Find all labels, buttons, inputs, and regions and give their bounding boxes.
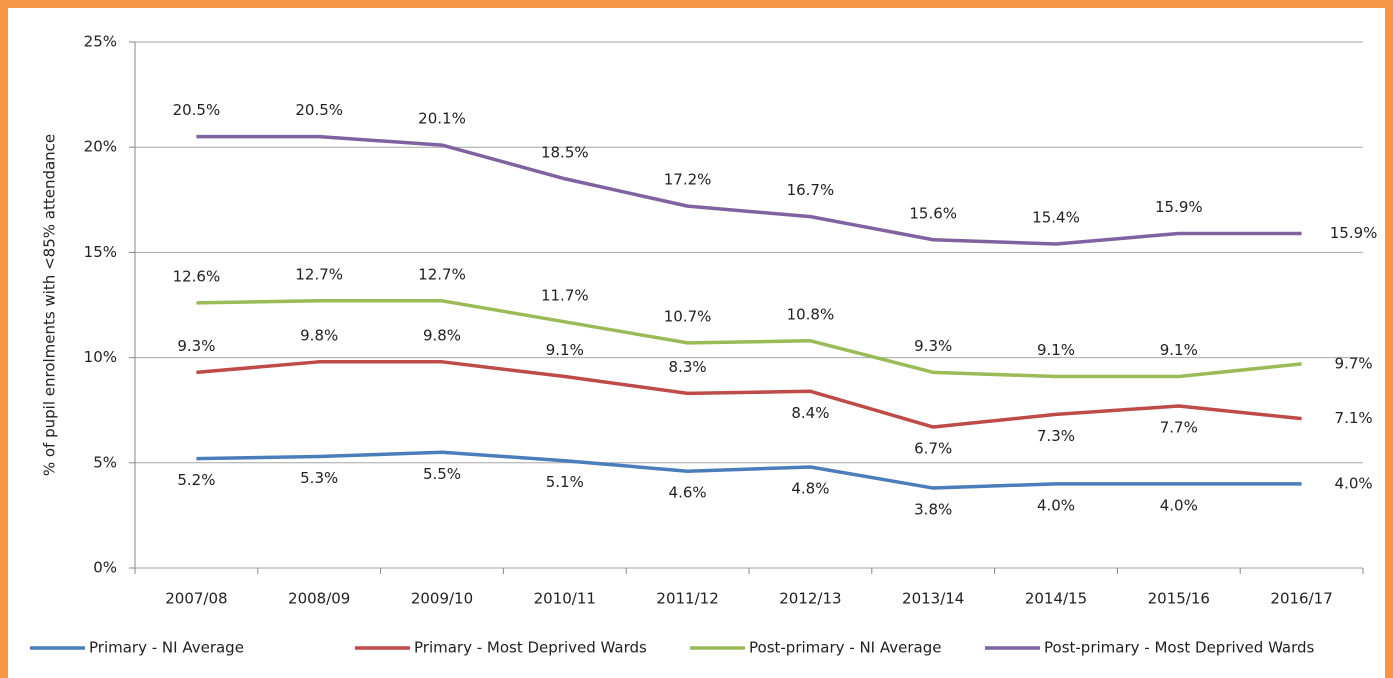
- data-label: 5.2%: [177, 471, 215, 489]
- legend-label: Primary - NI Average: [89, 639, 244, 657]
- y-tick-label: 10%: [84, 348, 117, 366]
- x-tick-label: 2014/15: [1025, 590, 1087, 608]
- data-label: 9.1%: [546, 341, 584, 359]
- data-label: 9.8%: [300, 326, 338, 344]
- data-label: 18.5%: [541, 143, 589, 161]
- data-label: 9.3%: [914, 337, 952, 355]
- data-label: 9.3%: [177, 337, 215, 355]
- data-label: 7.7%: [1160, 418, 1198, 436]
- data-label: 4.8%: [791, 480, 829, 498]
- y-tick-label: 20%: [84, 138, 117, 156]
- data-label: 20.5%: [173, 101, 221, 119]
- series-line: [196, 299, 1302, 379]
- series-line: [196, 450, 1302, 490]
- data-label: 10.7%: [664, 307, 712, 325]
- data-label: 15.9%: [1330, 224, 1378, 242]
- data-label: 4.0%: [1335, 474, 1373, 492]
- data-label: 5.5%: [423, 465, 461, 483]
- y-tick-label: 25%: [84, 33, 117, 51]
- data-label: 5.3%: [300, 469, 338, 487]
- data-label: 12.6%: [173, 267, 221, 285]
- data-label: 10.8%: [787, 305, 835, 323]
- data-label: 9.1%: [1037, 341, 1075, 359]
- data-label: 12.7%: [418, 265, 466, 283]
- x-tick-label: 2011/12: [656, 590, 718, 608]
- series-line: [196, 134, 1302, 246]
- x-tick-label: 2012/13: [779, 590, 841, 608]
- data-label: 15.4%: [1032, 208, 1080, 226]
- x-tick-label: 2013/14: [902, 590, 964, 608]
- data-label: 8.3%: [669, 358, 707, 376]
- data-label: 20.5%: [295, 101, 343, 119]
- data-label: 4.0%: [1160, 496, 1198, 514]
- data-label: 7.3%: [1037, 427, 1075, 445]
- x-tick-label: 2016/17: [1270, 590, 1332, 608]
- data-label: 5.1%: [546, 473, 584, 491]
- x-tick-label: 2009/10: [411, 590, 473, 608]
- data-label: 20.1%: [418, 110, 466, 128]
- y-axis-label: % of pupil enrolments with <85% attendan…: [41, 134, 59, 476]
- x-tick-label: 2010/11: [534, 590, 596, 608]
- data-label: 4.6%: [669, 484, 707, 502]
- y-tick-label: 5%: [93, 453, 117, 471]
- data-label: 15.6%: [909, 204, 957, 222]
- data-label: 8.4%: [791, 404, 829, 422]
- legend-label: Post-primary - Most Deprived Wards: [1044, 639, 1315, 657]
- x-tick-label: 2007/08: [165, 590, 227, 608]
- data-label: 9.1%: [1160, 341, 1198, 359]
- data-label: 16.7%: [787, 181, 835, 199]
- data-label: 4.0%: [1037, 496, 1075, 514]
- data-label: 11.7%: [541, 286, 589, 304]
- data-label: 12.7%: [295, 265, 343, 283]
- data-label: 6.7%: [914, 440, 952, 458]
- x-tick-label: 2015/16: [1148, 590, 1210, 608]
- y-tick-label: 0%: [93, 559, 117, 577]
- x-tick-label: 2008/09: [288, 590, 350, 608]
- data-label: 9.7%: [1335, 354, 1373, 372]
- data-label: 7.1%: [1335, 409, 1373, 427]
- legend-label: Primary - Most Deprived Wards: [414, 639, 647, 657]
- series-line: [196, 360, 1302, 429]
- y-tick-label: 15%: [84, 243, 117, 261]
- data-label: 9.8%: [423, 326, 461, 344]
- data-label: 17.2%: [664, 171, 712, 189]
- data-label: 15.9%: [1155, 198, 1203, 216]
- data-label: 3.8%: [914, 501, 952, 519]
- legend-label: Post-primary - NI Average: [749, 639, 941, 657]
